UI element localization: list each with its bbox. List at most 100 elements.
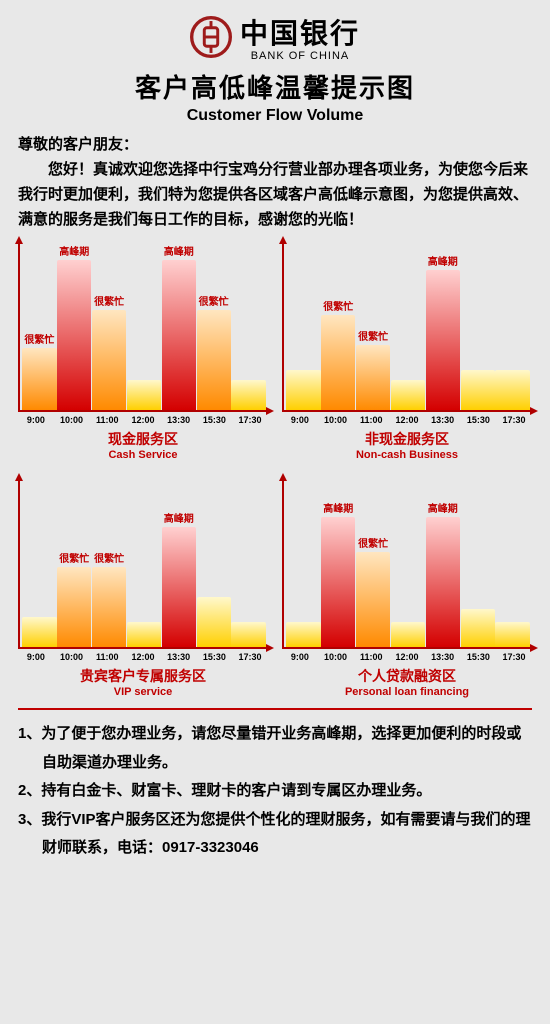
bar-wrap: 很繁忙 <box>22 331 56 410</box>
x-tick-label: 17:30 <box>497 415 532 425</box>
page-title-en: Customer Flow Volume <box>18 107 532 125</box>
bar-wrap <box>127 608 161 647</box>
bar-wrap <box>231 366 265 410</box>
bar-label: 高峰期 <box>428 253 458 268</box>
chart-title-en: Personal loan financing <box>282 686 532 698</box>
bar <box>391 380 425 410</box>
bar <box>391 622 425 647</box>
bar-wrap <box>461 356 495 410</box>
x-tick-label: 13:30 <box>425 652 460 662</box>
bank-name-cn: 中国银行 <box>240 12 360 52</box>
bars-area: 很繁忙很繁忙 高峰期 <box>18 479 268 649</box>
bar-label: 高峰期 <box>59 243 89 258</box>
bank-name-block: 中国银行 BANK OF CHINA <box>240 12 360 62</box>
bar-label: 很繁忙 <box>94 550 124 565</box>
bar <box>461 609 495 647</box>
chart-noncash: 很繁忙很繁忙高峰期9:0010:0011:0012:0013:3015:3017… <box>282 242 532 461</box>
bar-wrap <box>391 608 425 647</box>
x-tick-label: 9:00 <box>282 415 317 425</box>
bar <box>231 380 265 410</box>
axis-arrow-y-icon <box>15 473 23 481</box>
intro-text: 您好！真诚欢迎您选择中行宝鸡分行营业部办理各项业务，为使您今后来我行时更加便利，… <box>18 158 532 232</box>
x-tick-label: 15:30 <box>197 652 232 662</box>
chart-title-en: Cash Service <box>18 449 268 461</box>
bar <box>426 517 460 647</box>
bar-label: 很繁忙 <box>24 331 54 346</box>
x-tick-label: 13:30 <box>161 652 196 662</box>
bar-label: 很繁忙 <box>94 293 124 308</box>
bar-wrap: 很繁忙 <box>356 328 390 410</box>
bars-area: 高峰期很繁忙 高峰期 <box>282 479 532 649</box>
bar <box>57 260 91 410</box>
bar <box>356 345 390 410</box>
x-tick-label: 9:00 <box>282 652 317 662</box>
chart-title-cn: 个人贷款融资区 <box>282 666 532 686</box>
bar-wrap: 高峰期 <box>321 500 355 647</box>
x-tick-label: 10:00 <box>54 415 89 425</box>
x-tick-label: 11:00 <box>90 652 125 662</box>
x-tick-label: 12:00 <box>389 652 424 662</box>
bank-name-en: BANK OF CHINA <box>240 50 360 62</box>
note-item: 2、持有白金卡、财富卡、理财卡的客户请到专属区办理业务。 <box>18 777 532 806</box>
bar-wrap: 很繁忙 <box>92 550 126 647</box>
bar <box>22 348 56 410</box>
header: 中国银行 BANK OF CHINA <box>18 12 532 62</box>
bar <box>495 370 529 410</box>
axis-arrow-x-icon <box>530 407 538 415</box>
bar-wrap <box>127 366 161 410</box>
bar-label: 高峰期 <box>164 510 194 525</box>
bar <box>321 315 355 410</box>
bar <box>321 517 355 647</box>
bar-label: 很繁忙 <box>323 298 353 313</box>
axis-arrow-y-icon <box>279 473 287 481</box>
axis-arrow-x-icon <box>266 644 274 652</box>
bar <box>461 370 495 410</box>
x-tick-label: 12:00 <box>389 415 424 425</box>
bar-wrap <box>461 595 495 647</box>
bar-label: 很繁忙 <box>199 293 229 308</box>
chart-loan: 高峰期很繁忙 高峰期 9:0010:0011:0012:0013:3015:3017… <box>282 479 532 698</box>
divider-line <box>18 708 532 710</box>
x-tick-label: 10:00 <box>318 652 353 662</box>
bar <box>426 270 460 410</box>
chart-title-en: Non-cash Business <box>282 449 532 461</box>
bar-label: 高峰期 <box>428 500 458 515</box>
bar-wrap <box>286 608 320 647</box>
bar-wrap <box>22 603 56 647</box>
x-tick-label: 13:30 <box>425 415 460 425</box>
bar <box>197 310 231 410</box>
bar <box>286 622 320 647</box>
x-tick-label: 13:30 <box>161 415 196 425</box>
bar <box>162 527 196 647</box>
x-tick-label: 17:30 <box>233 415 268 425</box>
x-tick-label: 9:00 <box>18 415 53 425</box>
x-tick-label: 12:00 <box>125 415 160 425</box>
bar-wrap: 很繁忙 <box>92 293 126 410</box>
bar <box>57 567 91 647</box>
axis-arrow-y-icon <box>15 236 23 244</box>
bar-wrap: 高峰期 <box>57 243 91 410</box>
bar <box>197 597 231 647</box>
chart-title-cn: 贵宾客户专属服务区 <box>18 666 268 686</box>
bar <box>495 622 529 647</box>
notes-section: 1、为了便于您办理业务，请您尽量错开业务高峰期，选择更加便利的时段或自助渠道办理… <box>18 720 532 863</box>
note-item: 1、为了便于您办理业务，请您尽量错开业务高峰期，选择更加便利的时段或自助渠道办理… <box>18 720 532 777</box>
chart-title-cn: 现金服务区 <box>18 429 268 449</box>
bar-wrap <box>286 356 320 410</box>
x-tick-label: 15:30 <box>461 652 496 662</box>
bar-wrap <box>495 608 529 647</box>
bar-wrap: 很繁忙 <box>197 293 231 410</box>
bar-wrap: 很繁忙 <box>356 535 390 647</box>
x-tick-label: 17:30 <box>233 652 268 662</box>
x-tick-label: 17:30 <box>497 652 532 662</box>
bar-label: 很繁忙 <box>59 550 89 565</box>
bar-wrap <box>231 608 265 647</box>
bar-wrap: 高峰期 <box>162 510 196 647</box>
x-tick-label: 11:00 <box>354 415 389 425</box>
x-labels: 9:0010:0011:0012:0013:3015:3017:30 <box>282 652 532 662</box>
chart-title-en: VIP service <box>18 686 268 698</box>
x-tick-label: 11:00 <box>354 652 389 662</box>
x-tick-label: 9:00 <box>18 652 53 662</box>
bar <box>127 622 161 647</box>
bar-label: 高峰期 <box>323 500 353 515</box>
